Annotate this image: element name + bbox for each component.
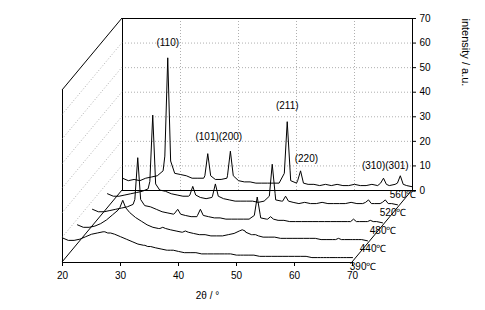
svg-text:390℃: 390℃ xyxy=(350,261,377,272)
svg-text:40: 40 xyxy=(420,86,432,97)
svg-text:440℃: 440℃ xyxy=(359,242,387,254)
svg-text:520℃: 520℃ xyxy=(379,206,407,218)
svg-text:10: 10 xyxy=(420,160,432,171)
svg-text:30: 30 xyxy=(115,270,127,281)
svg-text:480℃: 480℃ xyxy=(370,225,397,236)
svg-text:0: 0 xyxy=(420,185,426,196)
svg-text:(101)(200): (101)(200) xyxy=(195,131,242,142)
svg-text:560℃: 560℃ xyxy=(390,189,417,200)
svg-text:50: 50 xyxy=(231,270,243,281)
svg-text:(220): (220) xyxy=(295,153,318,164)
svg-text:70: 70 xyxy=(420,13,432,24)
svg-text:20: 20 xyxy=(420,136,432,147)
svg-text:(310)(301): (310)(301) xyxy=(362,160,409,171)
svg-text:intensity / a.u.: intensity / a.u. xyxy=(460,19,472,87)
svg-text:(211): (211) xyxy=(276,100,299,111)
svg-text:60: 60 xyxy=(289,270,301,281)
svg-text:60: 60 xyxy=(420,37,432,48)
svg-text:50: 50 xyxy=(420,62,432,73)
svg-text:40: 40 xyxy=(173,270,185,281)
svg-text:30: 30 xyxy=(420,111,432,122)
svg-text:(110): (110) xyxy=(156,37,179,48)
svg-text:20: 20 xyxy=(57,270,69,281)
svg-text:70: 70 xyxy=(346,269,359,281)
svg-text:2θ / °: 2θ / ° xyxy=(196,290,219,301)
